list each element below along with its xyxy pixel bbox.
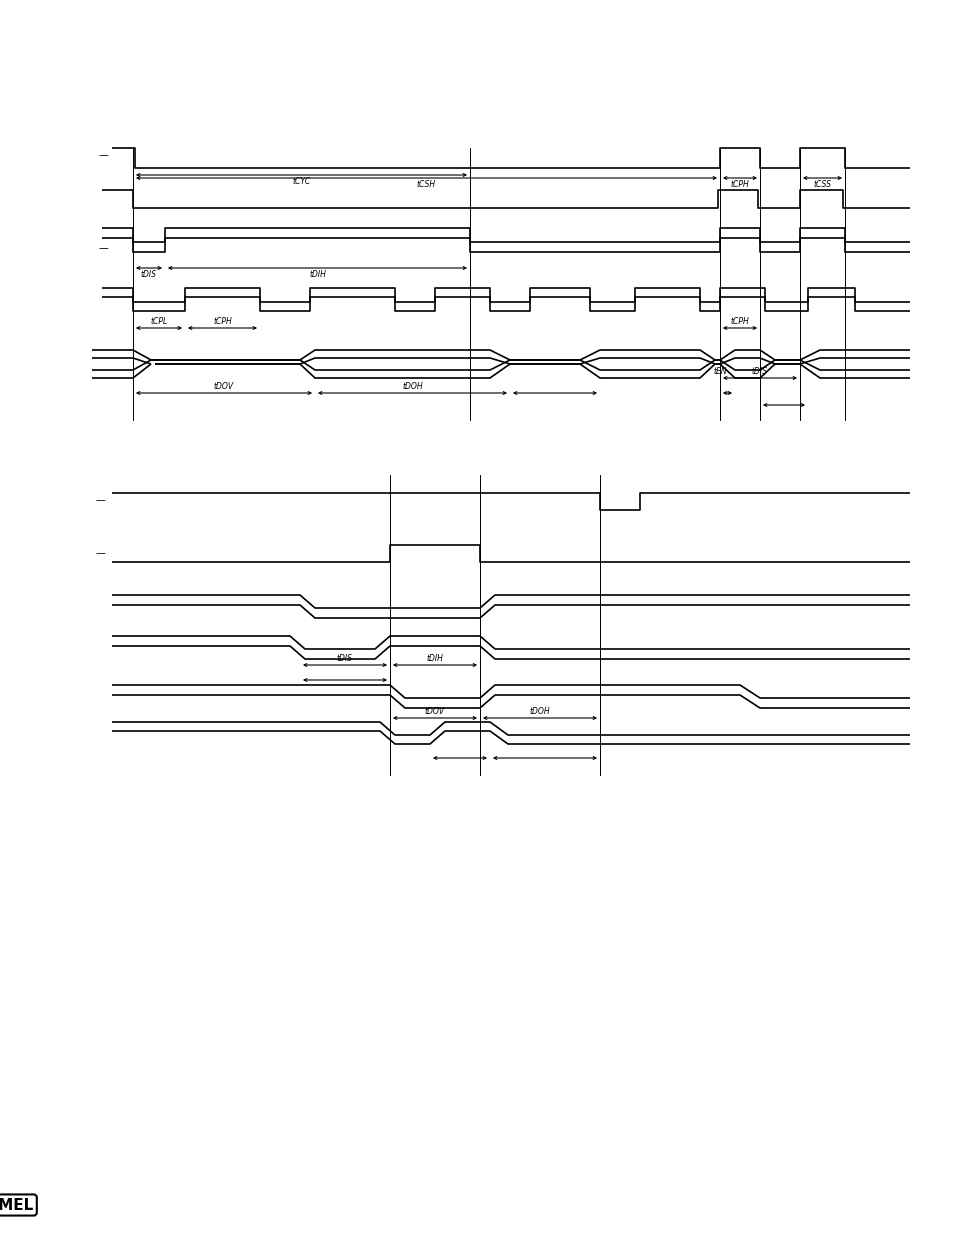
Text: tDIH: tDIH	[309, 270, 326, 279]
Text: tDIS: tDIS	[336, 655, 353, 663]
Text: —: —	[95, 495, 105, 505]
Text: —: —	[98, 149, 108, 161]
Text: tDOV: tDOV	[213, 382, 233, 391]
Text: tCPH: tCPH	[730, 180, 749, 189]
Text: tEN: tEN	[713, 367, 726, 375]
Text: tDOH: tDOH	[529, 706, 550, 716]
Text: tDIS: tDIS	[751, 367, 767, 375]
Text: tCSH: tCSH	[416, 180, 436, 189]
Text: tDOH: tDOH	[402, 382, 422, 391]
Text: tDIH: tDIH	[426, 655, 443, 663]
Text: tDIS: tDIS	[141, 270, 157, 279]
Text: tCYC: tCYC	[292, 177, 311, 186]
Text: tDOV: tDOV	[424, 706, 445, 716]
Text: ATMEL: ATMEL	[0, 1198, 33, 1213]
Text: tCPH: tCPH	[213, 317, 232, 326]
Text: —: —	[95, 548, 105, 558]
Text: —: —	[98, 243, 108, 253]
Text: tCPH: tCPH	[730, 317, 749, 326]
Text: tCPL: tCPL	[151, 317, 168, 326]
Text: tCSS: tCSS	[813, 180, 831, 189]
